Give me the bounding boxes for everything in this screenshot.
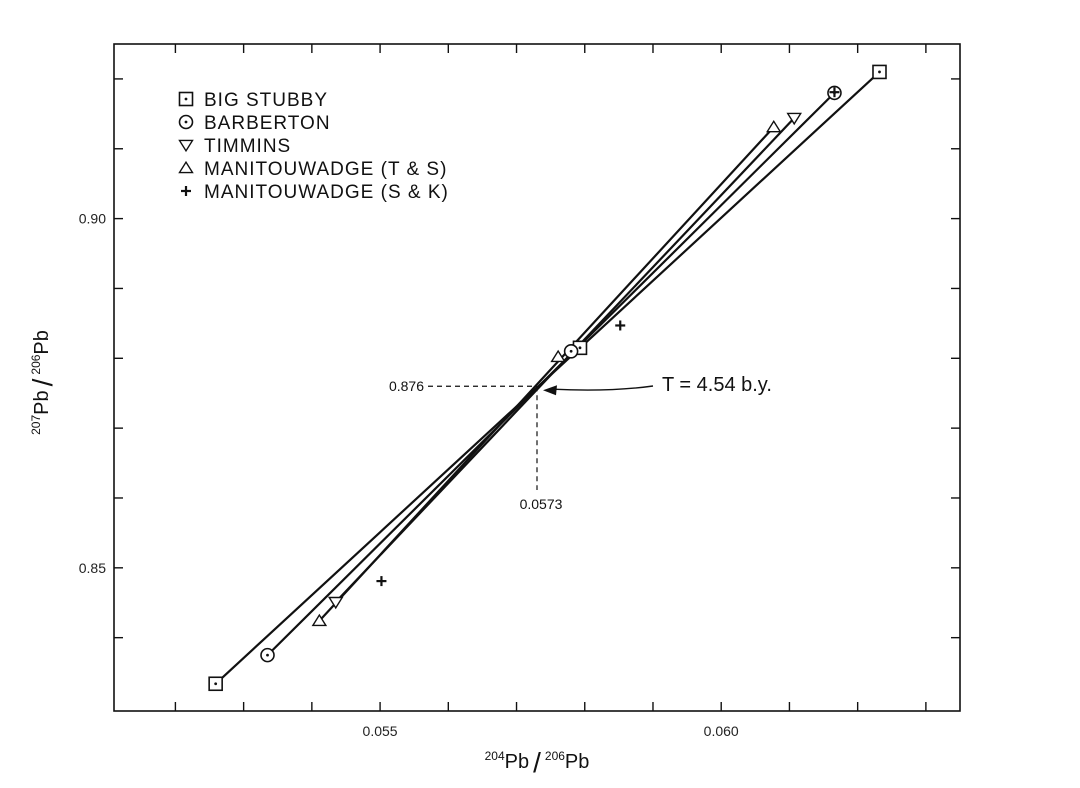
x-tick-label: 0.055 [363,723,398,739]
x-axis-label-den-sup: 206 [545,749,565,763]
y-axis-label-den: Pb [31,330,53,354]
y-tick-label: 0.90 [79,211,106,227]
triangle-up-marker [180,162,193,172]
age-annotation-arrowhead [543,385,557,395]
legend-marker [180,116,193,129]
triangle-down-marker [329,597,342,607]
legend-marker [181,186,191,196]
triangle-down-marker [180,140,193,150]
y-axis-label: 207Pb/206Pb [27,330,58,435]
data-point [329,597,342,607]
intersection-y-value-label: 0.876 [389,378,424,394]
age-annotation-label: T = 4.54 b.y. [662,374,772,396]
marker-center-dot [579,346,582,349]
data-point [767,121,780,131]
intersection-x-value-label: 0.0573 [520,496,563,512]
axis-tick-labels: 0.055 0.060 0.85 0.90 [79,211,739,739]
y-axis-label-num-sup: 207 [29,415,43,435]
data-point [565,345,578,358]
x-axis-label: 204Pb/206Pb [485,747,590,778]
legend-marker [180,162,193,172]
x-axis-label-num-sup: 204 [485,749,505,763]
data-point [209,677,222,690]
data-point [376,576,386,586]
marker-center-dot [185,121,188,124]
x-axis-label-den: Pb [565,751,589,773]
x-tick-label: 0.060 [704,723,739,739]
y-axis-label-den-sup: 206 [29,354,43,374]
marker-center-dot [570,350,573,353]
y-axis-label-num: Pb [31,390,53,414]
legend-entry-label: BARBERTON [204,113,331,134]
marker-center-dot [214,682,217,685]
data-point [615,320,625,330]
triangle-up-marker [767,121,780,131]
x-axis-label-num: Pb [505,751,529,773]
marker-center-dot [878,71,881,74]
marker-center-dot [185,98,188,101]
legend-entry-label: BIG STUBBY [204,90,328,111]
legend-marker [180,140,193,150]
age-annotation-arrow [553,386,653,390]
data-point [261,649,274,662]
legend-entry-label: TIMMINS [204,136,291,157]
x-axis-label-sep: / [533,747,541,778]
y-axis-label-sep: / [27,378,58,386]
y-tick-label: 0.85 [79,560,106,576]
data-point [873,65,886,78]
legend-entry-label: MANITOUWADGE (T & S) [204,159,447,180]
marker-center-dot [266,654,269,657]
legend-entry-label: MANITOUWADGE (S & K) [204,182,449,203]
legend-marker [180,93,193,106]
